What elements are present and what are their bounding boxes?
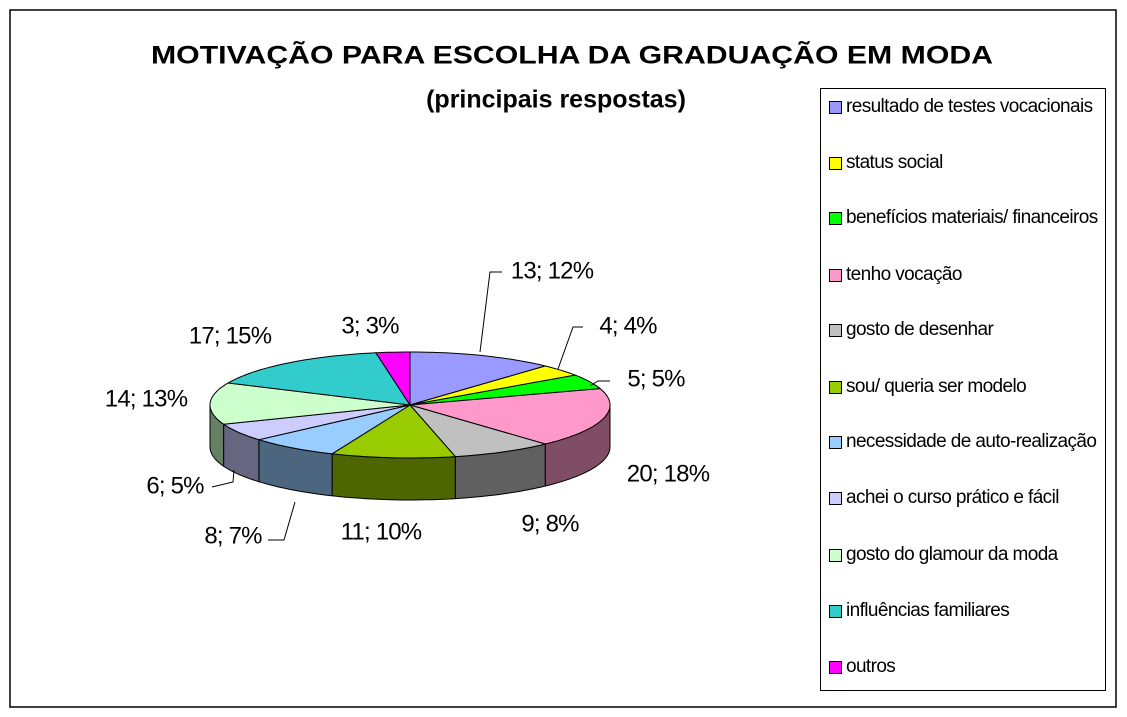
legend-label: outros [846, 656, 896, 677]
data-label: 6; 5% [146, 472, 204, 499]
data-label: 11; 10% [341, 518, 422, 545]
pie-sides [209, 404, 611, 501]
legend-label: resultado de testes vocacionais [846, 96, 1093, 117]
leader-line [557, 326, 583, 370]
legend-swatch [829, 605, 842, 618]
pie-slice [222, 404, 411, 441]
chart-subtitle: (principais respostas) [426, 86, 686, 114]
legend-swatch [829, 269, 842, 282]
pie-slice [330, 404, 457, 459]
data-label: 3; 3% [341, 312, 399, 339]
legend-swatch [829, 436, 842, 449]
data-label: 17; 15% [189, 322, 272, 349]
legend-swatch [829, 101, 842, 114]
legend-swatch [829, 381, 842, 394]
data-label: 5; 5% [627, 365, 685, 392]
legend-swatch [829, 157, 842, 170]
legend-label: benefícios materiais/ financeiros [846, 207, 1098, 228]
legend-label: influências familiares [846, 600, 1010, 621]
legend: resultado de testes vocacionais status so… [820, 88, 1106, 691]
data-label: 13; 12% [511, 257, 594, 284]
legend-swatch [829, 324, 842, 337]
legend-label: status social [846, 152, 943, 173]
data-label: 4; 4% [599, 312, 657, 339]
pie-slice [375, 351, 411, 407]
legend-label: necessidade de auto-realização [846, 431, 1097, 452]
pie-slice [409, 388, 611, 445]
legend-label: gosto de desenhar [846, 319, 994, 340]
legend-swatch [829, 549, 842, 562]
data-label: 8; 7% [204, 522, 262, 549]
pie-slice [409, 351, 548, 406]
pie-slice [409, 365, 577, 406]
pie-slice [226, 352, 412, 406]
chart-title: MOTIVAÇÃO PARA ESCOLHA DA GRADUAÇÃO EM M… [151, 40, 993, 70]
legend-label: gosto do glamour da moda [846, 544, 1058, 565]
legend-swatch [829, 212, 842, 225]
pie-slice [256, 404, 411, 455]
data-label: 9; 8% [521, 510, 579, 537]
legend-label: tenho vocação [846, 264, 962, 285]
data-label: 14; 13% [105, 385, 188, 412]
legend-swatch [829, 492, 842, 505]
pie-slice [408, 404, 548, 458]
leader-line [479, 271, 502, 353]
leader-line [589, 380, 610, 387]
legend-swatch [829, 661, 842, 674]
data-label: 20; 18% [627, 460, 710, 487]
pie-slice-side [331, 453, 456, 501]
legend-label: achei o curso prático e fácil [846, 487, 1059, 508]
pie-slice [209, 382, 411, 425]
pie-slice [409, 374, 602, 406]
leader-line [268, 501, 296, 541]
leader-line [211, 469, 235, 488]
legend-label: sou/ queria ser modelo [846, 376, 1027, 397]
